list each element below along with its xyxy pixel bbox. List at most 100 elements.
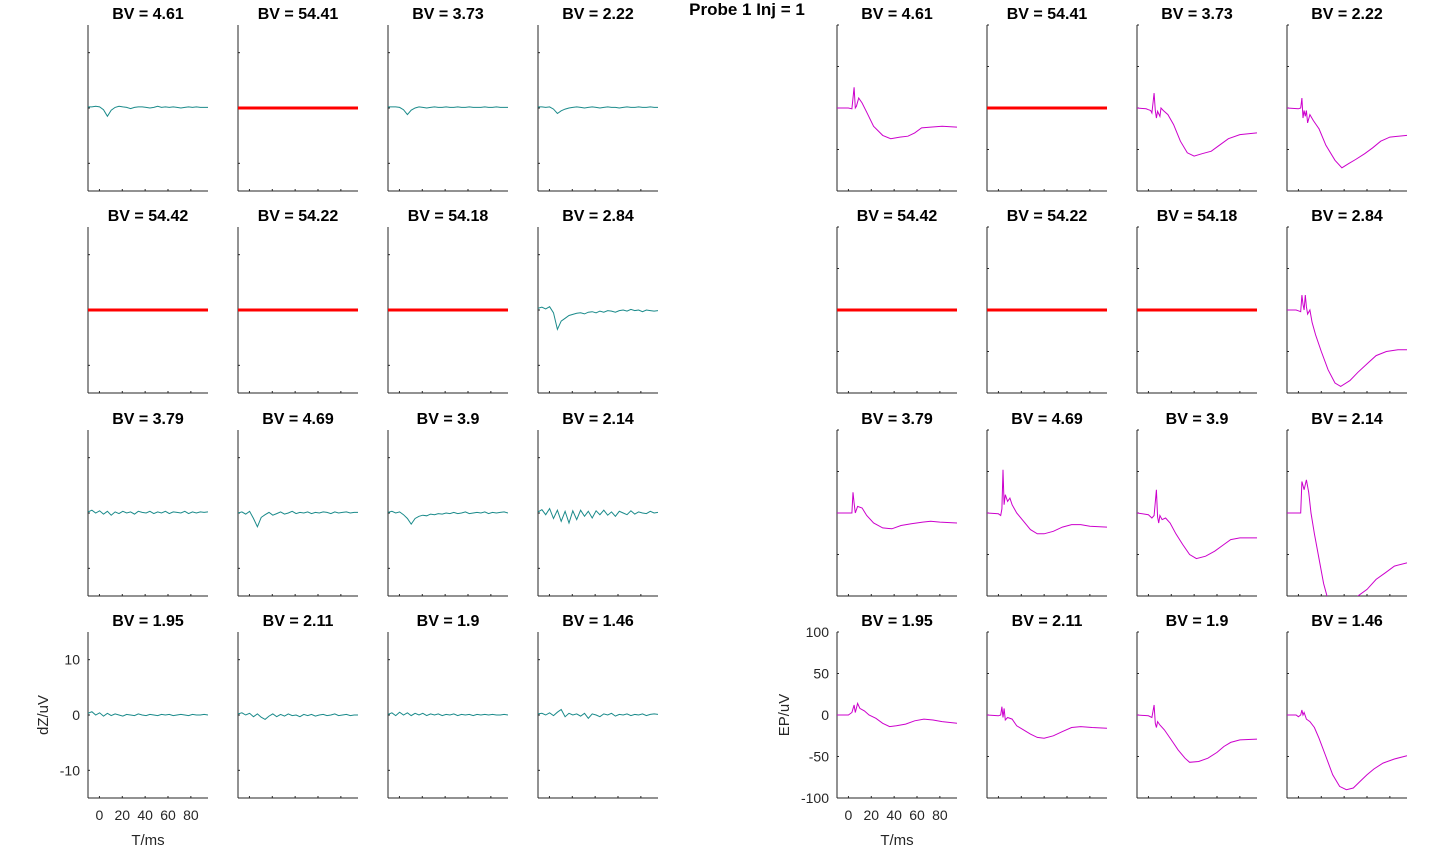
signal-trace [837,492,957,530]
subplot-title: BV = 2.11 [1012,613,1083,630]
y-tick-label: -50 [809,749,829,765]
y-axis-label: dZ/uV [35,695,52,735]
dZ-subplot-7: BV = 54.18 [387,208,508,394]
subplot-title: BV = 54.42 [857,208,938,225]
signal-trace [538,306,658,331]
signal-trace [1137,704,1257,763]
subplot-title: BV = 2.22 [1311,6,1383,23]
subplot-title: BV = 54.22 [1007,208,1088,225]
subplot-title: BV = 2.84 [562,208,634,225]
EP-subplot-13: BV = 1.95 0 20 40 60 80 -100 -50 0 50 100 T/ms EP/uV [776,613,957,849]
x-axis-label: T/ms [131,832,164,849]
dZ-subplot-12: BV = 2.14 [537,411,658,597]
signal-trace [88,711,208,717]
dZ-subplot-4: BV = 2.22 [537,6,658,192]
subplot-title: BV = 1.9 [1166,613,1229,630]
y-tick-label: 100 [806,624,830,640]
EP-subplot-7: BV = 54.18 [1136,208,1257,394]
y-tick-label: -100 [801,790,829,806]
signal-trace [837,701,957,728]
EP-subplot-8: BV = 2.84 [1286,208,1407,394]
subplot-title: BV = 54.18 [1157,208,1238,225]
signal-trace [1287,479,1407,596]
dZ-subplot-8: BV = 2.84 [537,208,658,394]
dZ-panel-group: BV = 4.61 BV = 54.41 BV = 3.73 BV = 2.22 BV … [35,6,658,849]
signal-trace [1137,93,1257,157]
signal-trace [88,509,208,516]
signal-trace [238,712,358,721]
signal-trace [987,469,1107,535]
y-tick-label: 0 [821,707,829,723]
dZ-subplot-13: BV = 1.95 0 20 40 60 80 -10 0 10 T/ms dZ/uV [35,613,208,849]
subplot-title: BV = 4.69 [1011,411,1083,428]
x-tick-label: 0 [845,807,853,823]
signal-trace [538,507,658,525]
signal-trace [538,708,658,720]
subplot-title: BV = 2.14 [1311,411,1383,428]
subplot-title: BV = 4.69 [262,411,334,428]
subplot-title: BV = 1.46 [1311,613,1383,630]
dZ-subplot-3: BV = 3.73 [387,6,508,192]
y-tick-label: 10 [64,652,80,668]
x-tick-label: 40 [886,807,902,823]
x-tick-label: 80 [183,807,199,823]
signal-trace [388,510,508,525]
subplot-title: BV = 3.79 [861,411,933,428]
x-tick-label: 0 [96,807,104,823]
subplot-title: BV = 3.73 [1161,6,1233,23]
dZ-subplot-1: BV = 4.61 [87,6,208,192]
dZ-subplot-9: BV = 3.79 [87,411,208,597]
y-axis-label: EP/uV [776,694,793,737]
x-tick-label: 20 [114,807,130,823]
signal-trace [1287,97,1407,169]
x-tick-label: 20 [863,807,879,823]
EP-subplot-6: BV = 54.22 [986,208,1107,394]
subplot-title: BV = 3.79 [112,411,184,428]
dZ-subplot-14: BV = 2.11 [237,613,358,799]
EP-subplot-5: BV = 54.42 [836,208,957,394]
EP-subplot-12: BV = 2.14 [1286,411,1407,597]
signal-trace [837,87,957,140]
dZ-subplot-2: BV = 54.41 [237,6,358,192]
subplot-title: BV = 54.18 [408,208,489,225]
signal-trace [987,706,1107,739]
dZ-subplot-6: BV = 54.22 [237,208,358,394]
EP-subplot-2: BV = 54.41 [986,6,1107,192]
subplot-title: BV = 54.22 [258,208,339,225]
y-tick-label: 50 [813,666,829,682]
signal-trace [388,106,508,116]
subplot-title: BV = 1.46 [562,613,634,630]
EP-subplot-15: BV = 1.9 [1136,613,1257,799]
EP-subplot-1: BV = 4.61 [836,6,957,192]
subplot-title: BV = 3.9 [417,411,480,428]
signal-trace [1287,709,1407,791]
dZ-subplot-11: BV = 3.9 [387,411,508,597]
subplot-title: BV = 3.73 [412,6,484,23]
x-tick-label: 60 [160,807,176,823]
dZ-subplot-15: BV = 1.9 [387,613,508,799]
subplot-title: BV = 54.41 [1007,6,1088,23]
dZ-subplot-10: BV = 4.69 [237,411,358,597]
dZ-subplot-5: BV = 54.42 [87,208,208,394]
signal-trace [238,510,358,529]
EP-subplot-9: BV = 3.79 [836,411,957,597]
subplot-title: BV = 54.41 [258,6,339,23]
EP-subplot-3: BV = 3.73 [1136,6,1257,192]
EP-panel-group: BV = 4.61 BV = 54.41 BV = 3.73 BV = 2.22 BV … [776,6,1407,849]
signal-trace [88,105,208,118]
subplot-title: BV = 3.9 [1166,411,1229,428]
y-tick-label: -10 [60,762,80,778]
EP-subplot-4: BV = 2.22 [1286,6,1407,192]
x-tick-label: 60 [909,807,925,823]
figure-title: Probe 1 Inj = 1 [689,0,805,19]
subplot-title: BV = 2.11 [263,613,334,630]
subplot-title: BV = 2.14 [562,411,634,428]
subplot-title: BV = 4.61 [112,6,184,23]
subplot-title: BV = 1.95 [861,613,933,630]
x-axis-label: T/ms [880,832,913,849]
y-tick-label: 0 [72,707,80,723]
signal-trace [538,106,658,115]
subplot-title: BV = 1.95 [112,613,184,630]
subplot-title: BV = 1.9 [417,613,480,630]
EP-subplot-10: BV = 4.69 [986,411,1107,597]
